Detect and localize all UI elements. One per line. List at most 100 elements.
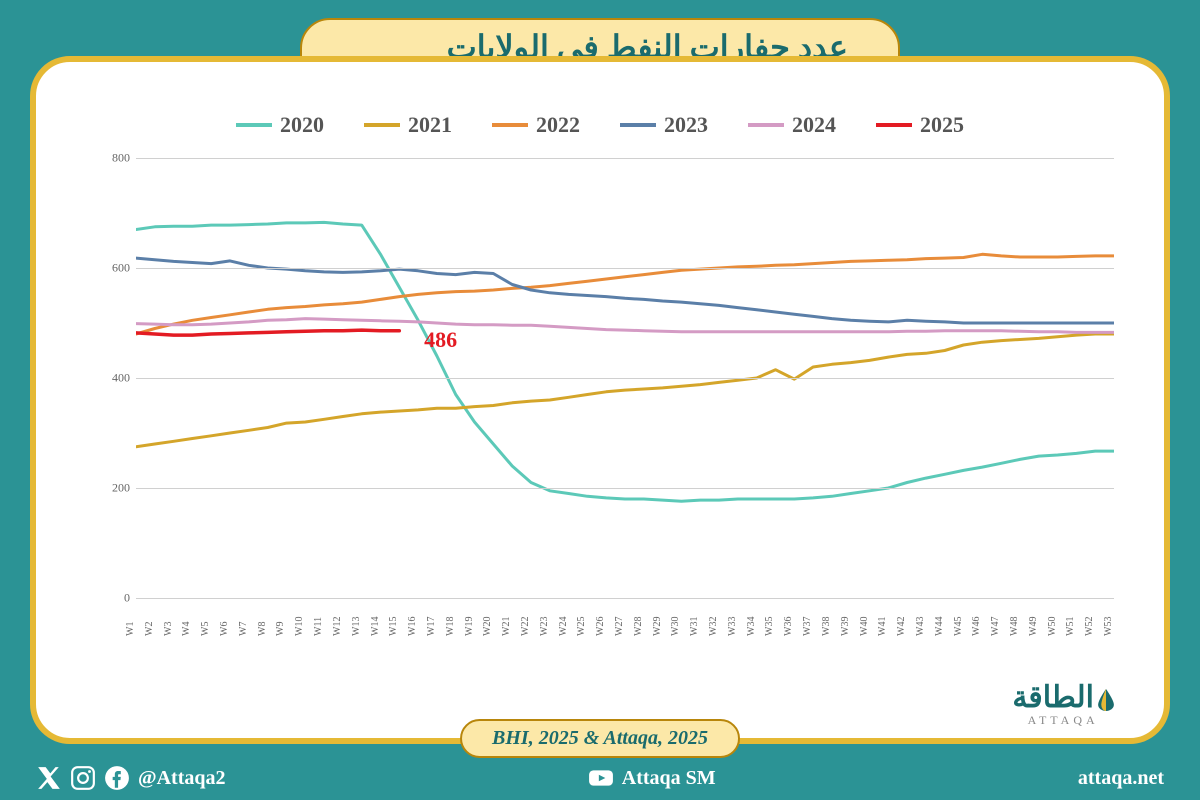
legend-label: 2024 xyxy=(792,112,836,138)
y-tick-label: 400 xyxy=(96,371,130,386)
legend-item: 2025 xyxy=(876,112,964,138)
drop-icon xyxy=(1098,689,1114,711)
series-line xyxy=(136,330,399,335)
footer-center-handle: Attaqa SM xyxy=(622,767,716,790)
legend-label: 2025 xyxy=(920,112,964,138)
x-tick-label: W5 xyxy=(200,622,211,636)
x-tick-label: W19 xyxy=(464,617,475,636)
x-tick-label: W50 xyxy=(1047,617,1058,636)
x-tick-label: W49 xyxy=(1028,617,1039,636)
x-tick-label: W30 xyxy=(670,617,681,636)
x-tick-label: W17 xyxy=(426,617,437,636)
x-tick-label: W41 xyxy=(877,617,888,636)
legend-swatch xyxy=(620,123,656,127)
y-tick-label: 600 xyxy=(96,261,130,276)
x-tick-label: W8 xyxy=(257,622,268,636)
footer-right: attaqa.net xyxy=(1078,767,1164,790)
x-tick-label: W37 xyxy=(802,617,813,636)
x-tick-label: W40 xyxy=(859,617,870,636)
x-tick-label: W33 xyxy=(727,617,738,636)
x-tick-label: W43 xyxy=(915,617,926,636)
x-tick-label: W16 xyxy=(407,617,418,636)
series-line xyxy=(136,222,1114,501)
source-pill: BHI, 2025 & Attaqa, 2025 xyxy=(460,719,740,758)
logo-text-en: ATTAQA xyxy=(1012,713,1114,728)
x-tick-label: W23 xyxy=(539,617,550,636)
x-tick-label: W31 xyxy=(689,617,700,636)
x-tick-label: W51 xyxy=(1065,617,1076,636)
x-tick-label: W53 xyxy=(1103,617,1114,636)
gridline xyxy=(136,158,1114,159)
legend-label: 2021 xyxy=(408,112,452,138)
legend-swatch xyxy=(876,123,912,127)
y-tick-label: 0 xyxy=(96,591,130,606)
legend-label: 2023 xyxy=(664,112,708,138)
footer-left-handle: @Attaqa2 xyxy=(138,767,226,790)
x-tick-label: W25 xyxy=(576,617,587,636)
footer: @Attaqa2 Attaqa SM attaqa.net xyxy=(0,756,1200,800)
gridline xyxy=(136,268,1114,269)
x-tick-label: W46 xyxy=(971,617,982,636)
x-tick-label: W52 xyxy=(1084,617,1095,636)
legend-item: 2023 xyxy=(620,112,708,138)
plot-area: 486 0200400600800 xyxy=(136,158,1114,598)
y-tick-label: 800 xyxy=(96,151,130,166)
chart-wrap: 486 0200400600800 W1W2W3W4W5W6W7W8W9W10W… xyxy=(96,148,1124,648)
legend-swatch xyxy=(236,123,272,127)
legend: 2020 2021 2022 2023 2024 2025 xyxy=(76,112,1124,138)
x-tick-label: W21 xyxy=(501,617,512,636)
legend-item: 2020 xyxy=(236,112,324,138)
gridline xyxy=(136,378,1114,379)
x-tick-label: W35 xyxy=(764,617,775,636)
y-tick-label: 200 xyxy=(96,481,130,496)
instagram-icon xyxy=(70,765,96,791)
x-tick-label: W20 xyxy=(482,617,493,636)
x-tick-label: W7 xyxy=(238,622,249,636)
x-tick-label: W11 xyxy=(313,617,324,636)
x-tick-label: W48 xyxy=(1009,617,1020,636)
x-tick-label: W2 xyxy=(144,622,155,636)
chart-card: 202020212022202320242025 486 02004006008… xyxy=(30,56,1170,744)
callout-label: 486 xyxy=(424,327,457,353)
footer-url: attaqa.net xyxy=(1078,767,1164,790)
x-tick-label: W26 xyxy=(595,617,606,636)
logo-text-ar: الطاقة xyxy=(1012,681,1094,714)
footer-center: Attaqa SM xyxy=(588,765,716,791)
legend-label: 2022 xyxy=(536,112,580,138)
facebook-icon xyxy=(104,765,130,791)
x-tick-label: W13 xyxy=(351,617,362,636)
legend-item: 2024 xyxy=(748,112,836,138)
x-tick-label: W34 xyxy=(746,617,757,636)
x-axis-labels: W1W2W3W4W5W6W7W8W9W10W11W12W13W14W15W16W… xyxy=(136,598,1114,648)
youtube-icon xyxy=(588,765,614,791)
x-tick-label: W47 xyxy=(990,617,1001,636)
x-tick-label: W15 xyxy=(388,617,399,636)
brand-logo: الطاقة ATTAQA xyxy=(1012,683,1114,728)
x-tick-label: W45 xyxy=(953,617,964,636)
x-tick-label: W12 xyxy=(332,617,343,636)
x-tick-label: W42 xyxy=(896,617,907,636)
x-tick-label: W36 xyxy=(783,617,794,636)
x-tick-label: W44 xyxy=(934,617,945,636)
series-line xyxy=(136,334,1114,447)
legend-swatch xyxy=(364,123,400,127)
x-tick-label: W1 xyxy=(125,622,136,636)
x-tick-label: W28 xyxy=(633,617,644,636)
x-tick-label: W10 xyxy=(294,617,305,636)
x-tick-label: W38 xyxy=(821,617,832,636)
legend-swatch xyxy=(748,123,784,127)
x-tick-label: W32 xyxy=(708,617,719,636)
footer-left: @Attaqa2 xyxy=(36,765,226,791)
x-tick-label: W39 xyxy=(840,617,851,636)
x-tick-label: W29 xyxy=(652,617,663,636)
x-tick-label: W22 xyxy=(520,617,531,636)
legend-label: 2020 xyxy=(280,112,324,138)
x-tick-label: W6 xyxy=(219,622,230,636)
x-tick-label: W24 xyxy=(558,617,569,636)
legend-item: 2021 xyxy=(364,112,452,138)
x-tick-label: W4 xyxy=(181,622,192,636)
x-icon xyxy=(36,765,62,791)
x-tick-label: W14 xyxy=(370,617,381,636)
legend-swatch xyxy=(492,123,528,127)
gridline xyxy=(136,488,1114,489)
